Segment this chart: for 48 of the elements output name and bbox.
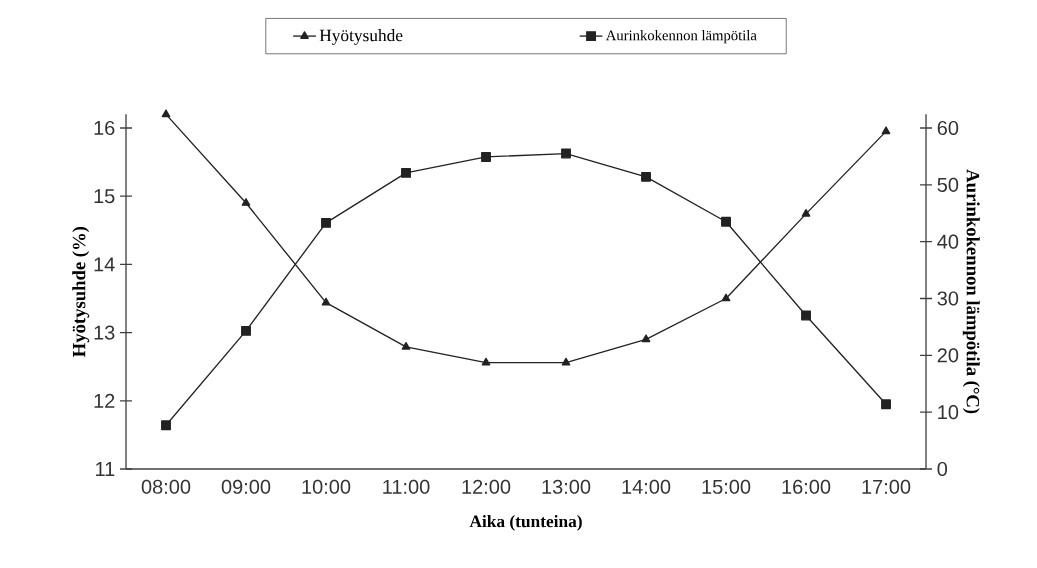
x-tick-label: 14:00 (622, 479, 671, 494)
y-tick-label: 15 (94, 189, 115, 204)
y2-axis-title: Aurinkokennon lämpötila (°C) (962, 169, 980, 414)
x-tick-label: 11:00 (383, 479, 430, 494)
y2-tick-label: 0 (937, 461, 948, 477)
point (721, 293, 731, 302)
x-tick-label: 16:00 (782, 479, 831, 494)
point (241, 198, 251, 206)
x-tick-label: 15:00 (702, 479, 751, 494)
point (321, 297, 331, 306)
point (881, 399, 891, 410)
point (161, 109, 171, 118)
x-tick-label: 17:00 (862, 479, 911, 494)
y2-tick-label: 10 (938, 405, 959, 420)
x-tick-label: 10:00 (302, 479, 351, 494)
point (641, 334, 651, 343)
point (881, 126, 891, 135)
point (561, 357, 571, 366)
y2-tick-label: 20 (937, 348, 959, 363)
y-axis-title: Hyötysuhde (%) (72, 226, 90, 357)
point (321, 217, 331, 228)
point (561, 148, 571, 159)
point (481, 152, 491, 162)
y-tick-label: 11 (96, 462, 115, 476)
point (641, 171, 651, 182)
legend-label: Aurinkokennon lämpötila (605, 30, 757, 44)
x-tick-label: 12:00 (462, 479, 511, 494)
point (801, 208, 811, 217)
point (161, 420, 171, 431)
y2-tick-label: 60 (937, 120, 959, 136)
point (401, 167, 411, 178)
x-tick-label: 13:00 (542, 479, 591, 494)
legend-label: Hyötysuhde (319, 29, 403, 45)
point (721, 216, 731, 227)
y2-tick-label: 30 (937, 291, 959, 306)
point (481, 357, 491, 366)
y2-tick-label: 40 (937, 234, 959, 249)
y2-tick-label: 50 (937, 177, 959, 192)
point (401, 341, 411, 350)
y-tick-label: 16 (94, 120, 115, 136)
y-tick-label: 12 (94, 393, 115, 408)
x-tick-label: 08:00 (141, 479, 191, 494)
y-tick-label: 13 (94, 325, 115, 340)
point (241, 325, 251, 336)
x-tick-label: 09:00 (221, 479, 271, 494)
y-tick-label: 14 (94, 257, 115, 272)
point (801, 310, 811, 321)
x-axis-title: Aika (tunteina) (469, 515, 582, 531)
